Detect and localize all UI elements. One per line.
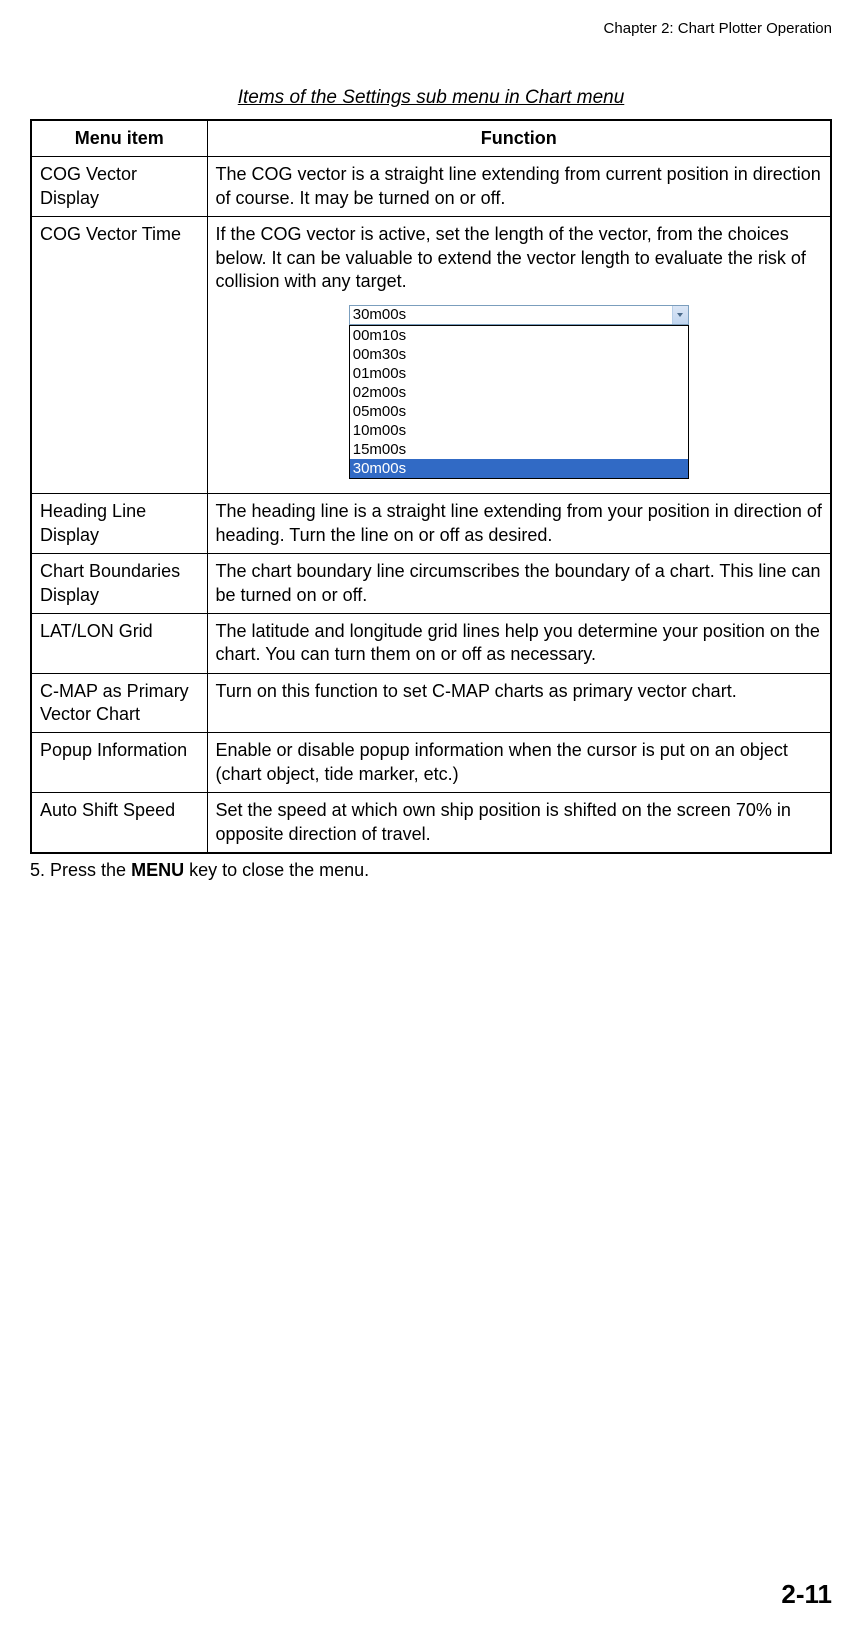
- cell-menu: Chart Boundaries Display: [31, 554, 207, 614]
- cell-function: Set the speed at which own ship position…: [207, 793, 831, 853]
- select-value: 30m00s: [350, 306, 672, 324]
- cog-time-select[interactable]: 30m00s: [349, 305, 689, 325]
- cell-menu: C-MAP as Primary Vector Chart: [31, 673, 207, 733]
- cell-function-text: If the COG vector is active, set the len…: [216, 223, 823, 293]
- table-row: LAT/LON Grid The latitude and longitude …: [31, 613, 831, 673]
- cell-menu: Auto Shift Speed: [31, 793, 207, 853]
- chevron-down-icon[interactable]: [672, 306, 688, 324]
- col-header-menu: Menu item: [31, 120, 207, 157]
- cell-function: Enable or disable popup information when…: [207, 733, 831, 793]
- step-number: 5.: [30, 860, 45, 880]
- option[interactable]: 10m00s: [350, 421, 688, 440]
- col-header-function: Function: [207, 120, 831, 157]
- page-number: 2-11: [781, 1579, 832, 1610]
- cog-time-option-list[interactable]: 00m10s 00m30s 01m00s 02m00s 05m00s 10m00…: [349, 325, 689, 479]
- cell-menu: COG Vector Display: [31, 157, 207, 217]
- cell-function: The latitude and longitude grid lines he…: [207, 613, 831, 673]
- cell-function: The COG vector is a straight line extend…: [207, 157, 831, 217]
- cell-menu: Popup Information: [31, 733, 207, 793]
- table-row: COG Vector Display The COG vector is a s…: [31, 157, 831, 217]
- cell-function: The heading line is a straight line exte…: [207, 494, 831, 554]
- option[interactable]: 01m00s: [350, 364, 688, 383]
- chapter-header: Chapter 2: Chart Plotter Operation: [30, 20, 832, 37]
- option[interactable]: 00m10s: [350, 326, 688, 345]
- table-row: C-MAP as Primary Vector Chart Turn on th…: [31, 673, 831, 733]
- table-row: Auto Shift Speed Set the speed at which …: [31, 793, 831, 853]
- step-bold: MENU: [131, 860, 184, 880]
- cell-function: Turn on this function to set C-MAP chart…: [207, 673, 831, 733]
- cell-function: The chart boundary line circumscribes th…: [207, 554, 831, 614]
- cell-menu: LAT/LON Grid: [31, 613, 207, 673]
- table-row: Popup Information Enable or disable popu…: [31, 733, 831, 793]
- cell-menu: Heading Line Display: [31, 494, 207, 554]
- option-selected[interactable]: 30m00s: [350, 459, 688, 478]
- cell-function: If the COG vector is active, set the len…: [207, 217, 831, 494]
- option[interactable]: 15m00s: [350, 440, 688, 459]
- settings-table: Menu item Function COG Vector Display Th…: [30, 119, 832, 854]
- option[interactable]: 00m30s: [350, 345, 688, 364]
- option[interactable]: 05m00s: [350, 402, 688, 421]
- step-instruction: 5. Press the MENU key to close the menu.: [30, 860, 832, 881]
- cell-menu: COG Vector Time: [31, 217, 207, 494]
- step-post: key to close the menu.: [184, 860, 369, 880]
- step-pre: Press the: [50, 860, 131, 880]
- option[interactable]: 02m00s: [350, 383, 688, 402]
- table-title: Items of the Settings sub menu in Chart …: [30, 87, 832, 109]
- table-row: COG Vector Time If the COG vector is act…: [31, 217, 831, 494]
- table-row: Heading Line Display The heading line is…: [31, 494, 831, 554]
- table-row: Chart Boundaries Display The chart bound…: [31, 554, 831, 614]
